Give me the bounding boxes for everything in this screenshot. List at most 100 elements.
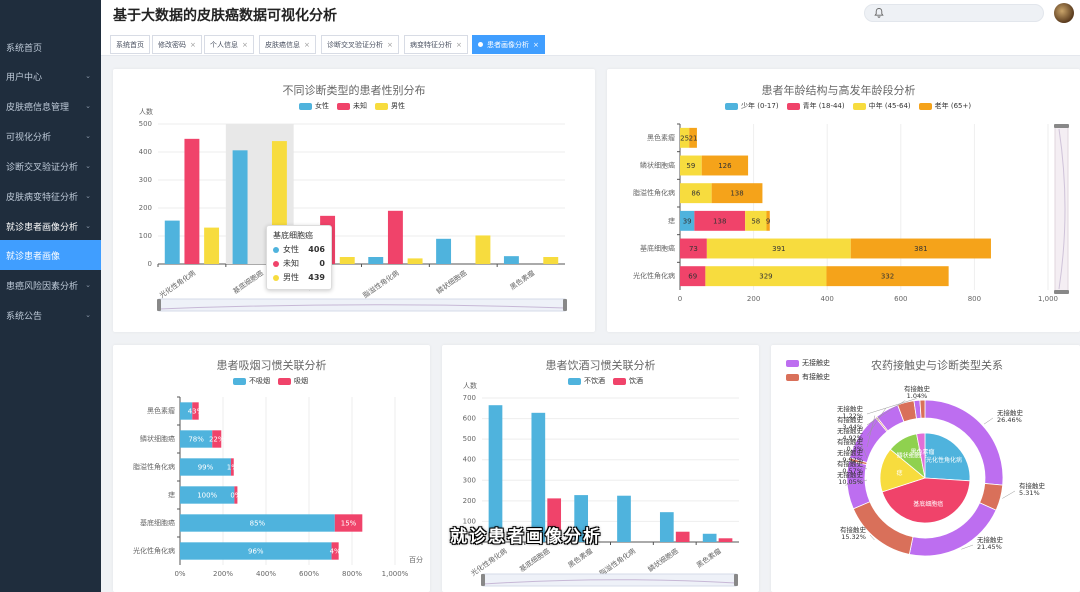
bar[interactable]	[164, 220, 180, 264]
legend-item[interactable]: 女性	[299, 101, 329, 111]
bar[interactable]	[212, 430, 222, 448]
tab[interactable]: 诊断交叉验证分析 ×	[321, 35, 399, 54]
bar[interactable]	[387, 210, 403, 264]
bar[interactable]	[407, 258, 423, 264]
bar[interactable]	[180, 486, 235, 504]
close-icon[interactable]: ×	[242, 40, 248, 49]
legend-item[interactable]: 老年 (65+)	[918, 101, 971, 111]
smoking-bar-chart[interactable]: 0% 200% 400% 600% 800% 1,000%百分 黑色素瘤 43% 鳞状细胞癌 78…	[113, 345, 430, 592]
sidebar-item[interactable]: 患癌风险因素分析 ⌄	[0, 270, 101, 300]
bar[interactable]	[180, 542, 332, 560]
bar[interactable]	[617, 495, 631, 542]
legend-item[interactable]: 不饮酒	[568, 376, 605, 386]
bar[interactable]	[680, 238, 707, 259]
bar[interactable]	[574, 495, 589, 542]
age-bar-chart[interactable]: 02004006008001,000黑色素瘤02521鳞状细胞癌059126脂溢…	[607, 69, 1080, 332]
sidebar-item[interactable]: 诊断交叉验证分析 ⌄	[0, 151, 101, 181]
bar[interactable]	[531, 412, 546, 542]
tab[interactable]: 修改密码 ×	[152, 35, 202, 54]
legend-item[interactable]: 少年 (0-17)	[725, 101, 779, 111]
bar[interactable]	[766, 210, 770, 231]
bar[interactable]	[706, 238, 851, 259]
bar[interactable]	[180, 514, 335, 532]
sidebar-item[interactable]: 皮肤病变特征分析 ⌄	[0, 181, 101, 211]
chart-legend[interactable]: 不饮酒 饮酒	[568, 376, 643, 386]
close-icon[interactable]: ×	[456, 40, 462, 49]
bar[interactable]	[701, 155, 749, 176]
bar[interactable]	[488, 405, 503, 542]
bar[interactable]	[850, 238, 991, 259]
bar[interactable]	[232, 150, 248, 264]
chart-legend[interactable]: 不吸烟 吸烟	[233, 376, 308, 386]
bar[interactable]	[705, 266, 827, 287]
bar[interactable]	[184, 138, 200, 264]
bar[interactable]	[503, 256, 519, 264]
bar[interactable]	[659, 512, 674, 542]
bar[interactable]	[675, 531, 690, 542]
gender-bar-chart[interactable]: 0100200300400500人数光化性角化病基底细胞癌黑色素瘤脂溢性角化病鳞…	[113, 69, 595, 332]
bar[interactable]	[234, 486, 238, 504]
legend-item[interactable]: 男性	[375, 101, 405, 111]
tab[interactable]: 病变特征分析 ×	[404, 35, 468, 54]
bar[interactable]	[689, 127, 697, 148]
bar[interactable]	[547, 498, 562, 542]
bar[interactable]	[436, 238, 452, 264]
sidebar-item[interactable]: 皮肤癌信息管理 ⌄	[0, 91, 101, 121]
bar[interactable]	[680, 127, 690, 148]
avatar[interactable]	[1054, 3, 1074, 23]
sidebar-item[interactable]: 就诊患者画像分析 ⌄	[0, 211, 101, 241]
bar[interactable]	[180, 458, 231, 476]
slider-handle[interactable]	[157, 299, 161, 311]
tab[interactable]: 皮肤癌信息 ×	[259, 35, 316, 54]
bar[interactable]	[180, 430, 213, 448]
bar[interactable]	[745, 210, 767, 231]
bar[interactable]	[331, 542, 339, 560]
sidebar-item[interactable]: 系统首页	[0, 32, 101, 62]
tab[interactable]: 个人信息 ×	[204, 35, 254, 54]
sidebar-item[interactable]: 就诊患者画像	[0, 240, 101, 270]
pesticide-pie-chart[interactable]: 光化性角化病基底细胞癌痣鳞状细胞癌黑色素瘤无接触史26.46%有接触史5.31%…	[771, 345, 1080, 592]
sidebar-item[interactable]: 可视化分析 ⌄	[0, 121, 101, 151]
bar[interactable]	[368, 257, 384, 264]
bar[interactable]	[680, 183, 712, 204]
close-icon[interactable]: ×	[533, 40, 539, 49]
close-icon[interactable]: ×	[190, 40, 196, 49]
slider-handle[interactable]	[481, 574, 485, 586]
bar[interactable]	[680, 210, 695, 231]
slider-handle[interactable]	[734, 574, 738, 586]
slider-handle[interactable]	[563, 299, 567, 311]
bar[interactable]	[680, 155, 702, 176]
legend-item[interactable]: 中年 (45-64)	[852, 101, 911, 111]
bar[interactable]	[543, 257, 559, 264]
bar[interactable]	[475, 235, 491, 264]
bar[interactable]	[230, 458, 234, 476]
legend-item[interactable]: 未知	[337, 101, 367, 111]
close-icon[interactable]: ×	[387, 40, 393, 49]
bar[interactable]	[680, 266, 706, 287]
pie-slice[interactable]	[916, 432, 926, 479]
bar[interactable]	[694, 210, 746, 231]
legend-item[interactable]: 无接触史	[786, 358, 830, 368]
drinking-bar-chart[interactable]: 0100200300400500600700人数光化性角化病 基底细胞癌 黑色素瘤脂…	[442, 345, 759, 592]
bar[interactable]	[702, 533, 717, 542]
bar[interactable]	[192, 402, 199, 420]
slider-handle[interactable]	[1054, 124, 1069, 128]
tab[interactable]: 患者画像分析 ×	[472, 35, 545, 54]
bar[interactable]	[718, 538, 733, 542]
bar[interactable]	[339, 257, 355, 264]
legend-item[interactable]: 有接触史	[786, 372, 830, 382]
chart-legend[interactable]: 少年 (0-17) 青年 (18-44) 中年 (45-64) 老年 (65+)	[725, 101, 971, 111]
sidebar-item[interactable]: 用户中心 ⌄	[0, 61, 101, 91]
slider-handle[interactable]	[1054, 290, 1069, 294]
search-input[interactable]	[864, 4, 1044, 22]
chart-legend[interactable]: 无接触史 有接触史	[786, 358, 830, 386]
legend-item[interactable]: 不吸烟	[233, 376, 270, 386]
legend-item[interactable]: 饮酒	[613, 376, 643, 386]
bar[interactable]	[334, 514, 363, 532]
sidebar-item[interactable]: 系统公告 ⌄	[0, 300, 101, 330]
ring-slice[interactable]	[919, 399, 926, 419]
bar[interactable]	[826, 266, 949, 287]
bar[interactable]	[180, 402, 193, 420]
tab[interactable]: 系统首页	[110, 35, 150, 54]
bar[interactable]	[711, 183, 763, 204]
